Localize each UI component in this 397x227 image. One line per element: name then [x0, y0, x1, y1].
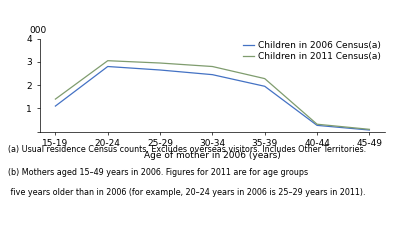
Text: 000: 000	[29, 26, 46, 35]
Text: (b) Mothers aged 15–49 years in 2006. Figures for 2011 are for age groups: (b) Mothers aged 15–49 years in 2006. Fi…	[8, 168, 308, 177]
Text: five years older than in 2006 (for example, 20–24 years in 2006 is 25–29 years i: five years older than in 2006 (for examp…	[8, 188, 366, 197]
X-axis label: Age of mother in 2006 (years): Age of mother in 2006 (years)	[144, 151, 281, 160]
Legend: Children in 2006 Census(a), Children in 2011 Census(a): Children in 2006 Census(a), Children in …	[243, 41, 381, 61]
Text: (a) Usual residence Census counts. Excludes overseas visitors. Includes Other Te: (a) Usual residence Census counts. Exclu…	[8, 145, 366, 154]
